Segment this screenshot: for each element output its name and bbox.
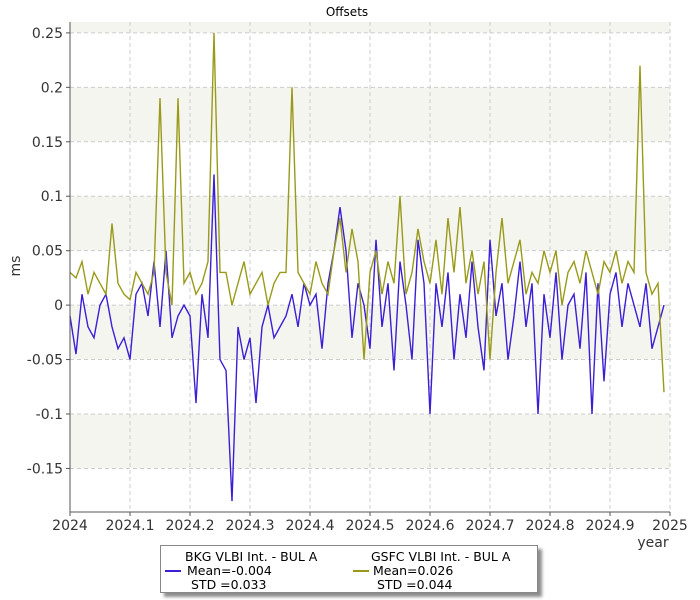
legend-mean-gsfc: Mean=0.026 xyxy=(373,563,454,578)
legend-swatch-bkg xyxy=(165,570,181,572)
y-tick-label: -0.05 xyxy=(27,353,63,369)
x-axis-label: year xyxy=(637,535,668,551)
legend-std-gsfc: STD =0.044 xyxy=(377,577,453,592)
background-band xyxy=(70,22,670,33)
legend-entry-bkg: BKG VLBI Int. - BUL A Mean=-0.004 STD =0… xyxy=(161,549,349,592)
x-tick-label: 2024.3 xyxy=(226,518,275,534)
y-tick-labels: 0.25 0.2 0.15 0.1 0.05 0 -0.05 -0.1 -0.15 xyxy=(27,26,63,478)
y-axis-label: ms xyxy=(8,256,24,277)
grid-lines xyxy=(69,22,671,512)
y-tick-label: 0.15 xyxy=(32,135,63,151)
legend-swatch-gsfc xyxy=(353,570,369,572)
x-tick-label: 2024.8 xyxy=(526,518,575,534)
y-tick-label: 0.2 xyxy=(41,80,63,96)
legend: BKG VLBI Int. - BUL A Mean=-0.004 STD =0… xyxy=(160,545,538,593)
legend-entry-gsfc: GSFC VLBI Int. - BUL A Mean=0.026 STD =0… xyxy=(349,549,537,592)
x-tick-label: 2025 xyxy=(652,518,688,534)
x-tick-label: 2024.4 xyxy=(286,518,335,534)
legend-std-bkg: STD =0.033 xyxy=(191,577,267,592)
axes xyxy=(66,22,671,516)
x-tick-label: 2024.5 xyxy=(346,518,395,534)
x-tick-label: 2024 xyxy=(52,518,88,534)
x-tick-label: 2024.7 xyxy=(466,518,515,534)
x-tick-label: 2024.9 xyxy=(586,518,635,534)
series-line-1 xyxy=(69,32,665,393)
x-tick-label: 2024.2 xyxy=(166,518,215,534)
legend-mean-bkg: Mean=-0.004 xyxy=(187,563,272,578)
x-tick-labels: 2024 2024.1 2024.2 2024.3 2024.4 2024.5 2024.6… xyxy=(52,518,688,534)
y-tick-label: 0.25 xyxy=(32,26,63,42)
y-tick-label: 0.1 xyxy=(41,189,63,205)
series-layer xyxy=(69,32,665,502)
chart-title: Offsets xyxy=(326,5,368,19)
legend-series-name: BKG VLBI Int. - BUL A xyxy=(185,549,318,564)
y-tick-label: 0.05 xyxy=(32,244,63,260)
y-tick-label: 0 xyxy=(54,298,63,314)
x-tick-label: 2024.1 xyxy=(106,518,155,534)
y-tick-label: -0.15 xyxy=(27,461,63,477)
x-tick-label: 2024.6 xyxy=(406,518,455,534)
y-tick-label: -0.1 xyxy=(36,407,63,423)
legend-series-name: GSFC VLBI Int. - BUL A xyxy=(371,549,511,564)
series-line-0 xyxy=(69,174,665,502)
